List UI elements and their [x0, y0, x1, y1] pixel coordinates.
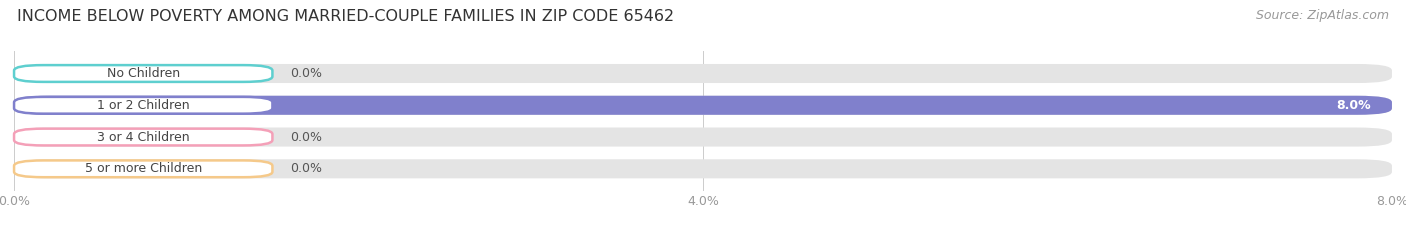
FancyBboxPatch shape	[14, 64, 1392, 83]
Text: 0.0%: 0.0%	[290, 130, 322, 144]
FancyBboxPatch shape	[14, 129, 273, 145]
Text: INCOME BELOW POVERTY AMONG MARRIED-COUPLE FAMILIES IN ZIP CODE 65462: INCOME BELOW POVERTY AMONG MARRIED-COUPL…	[17, 9, 673, 24]
FancyBboxPatch shape	[14, 127, 1392, 147]
Text: 1 or 2 Children: 1 or 2 Children	[97, 99, 190, 112]
FancyBboxPatch shape	[14, 97, 273, 114]
FancyBboxPatch shape	[14, 96, 1392, 115]
Text: 0.0%: 0.0%	[290, 67, 322, 80]
Text: 3 or 4 Children: 3 or 4 Children	[97, 130, 190, 144]
FancyBboxPatch shape	[14, 65, 273, 82]
Text: No Children: No Children	[107, 67, 180, 80]
FancyBboxPatch shape	[14, 159, 1392, 178]
Text: 8.0%: 8.0%	[1337, 99, 1371, 112]
FancyBboxPatch shape	[14, 96, 1392, 115]
Text: 0.0%: 0.0%	[290, 162, 322, 175]
Text: 5 or more Children: 5 or more Children	[84, 162, 202, 175]
Text: Source: ZipAtlas.com: Source: ZipAtlas.com	[1256, 9, 1389, 22]
FancyBboxPatch shape	[14, 161, 273, 177]
